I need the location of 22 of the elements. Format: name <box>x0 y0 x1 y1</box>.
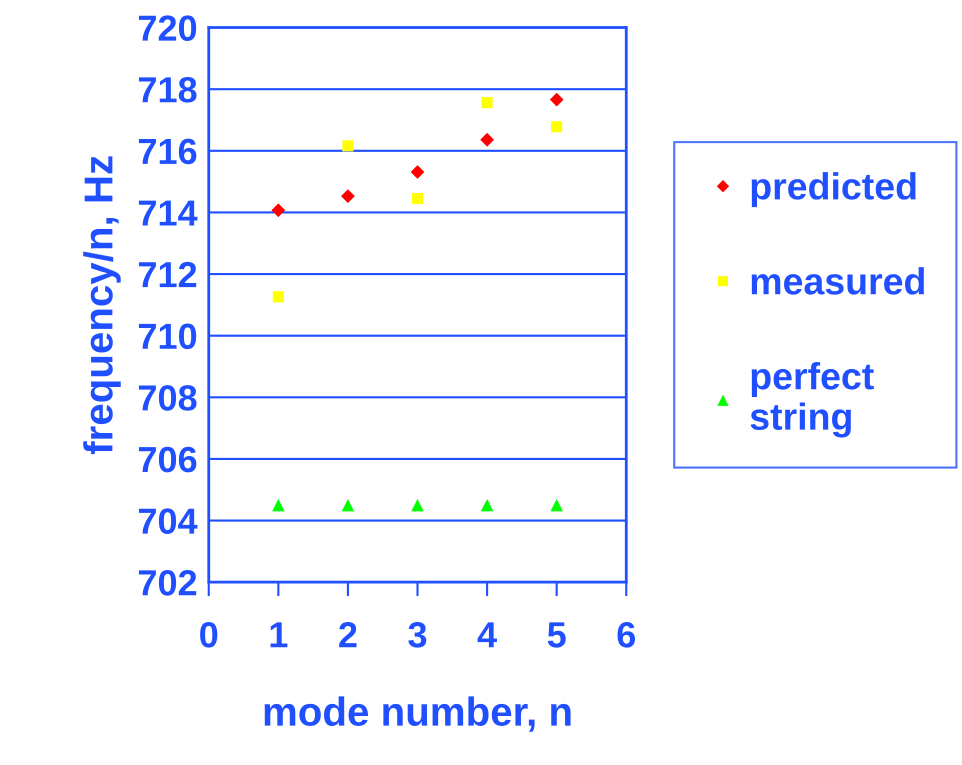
y-tick-label: 708 <box>138 385 197 411</box>
y-tick-label: 706 <box>138 446 196 472</box>
y-tick-label: 710 <box>138 324 196 350</box>
y-axis-title: frequency/n, Hz <box>83 156 121 454</box>
y-tick-label: 718 <box>138 77 197 103</box>
x-tick-label: 5 <box>548 622 566 648</box>
x-axis-title: mode number, n <box>264 696 571 732</box>
legend-label: perfect string <box>750 362 874 438</box>
x-tick-label: 4 <box>478 622 497 648</box>
legend-label: predicted <box>752 172 916 208</box>
y-tick-label: 712 <box>138 262 196 288</box>
y-tick-label: 702 <box>138 570 196 596</box>
y-tick-label: 704 <box>138 508 198 534</box>
y-tick-label: 720 <box>138 15 196 41</box>
y-tick-label: 716 <box>138 138 196 164</box>
x-tick-label: 0 <box>200 622 218 648</box>
y-tick-label: 714 <box>138 200 198 226</box>
legend-label: measured <box>752 267 924 295</box>
x-tick-label: 1 <box>270 622 288 648</box>
x-tick-label: 3 <box>408 622 426 648</box>
x-tick-label: 2 <box>339 622 357 648</box>
x-tick-label: 6 <box>618 622 635 648</box>
